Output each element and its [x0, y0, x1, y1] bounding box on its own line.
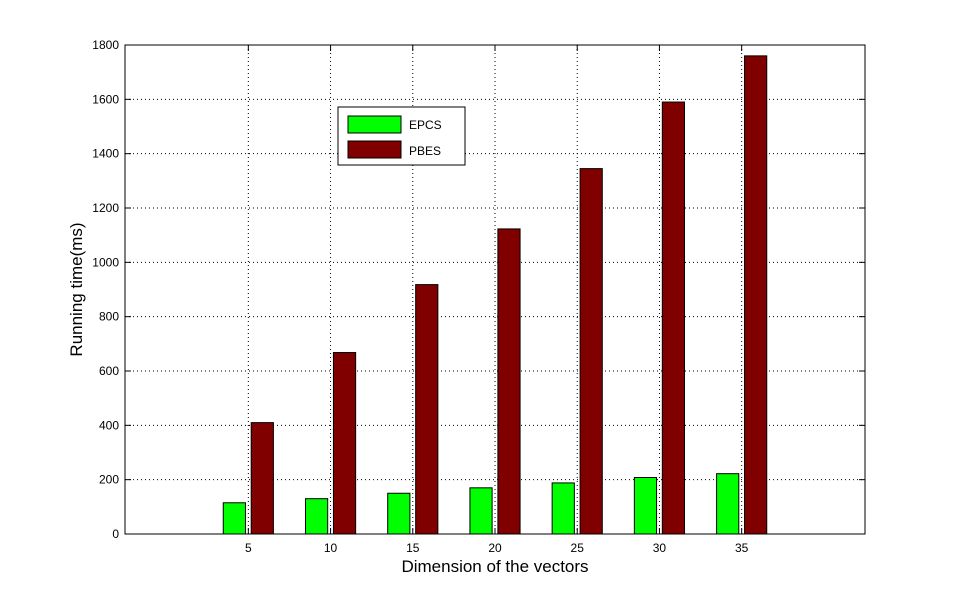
x-tick-label: 30: [653, 541, 667, 555]
y-tick-label: 1800: [92, 38, 119, 52]
legend-swatch-pbes: [347, 140, 402, 159]
bar-pbes: [579, 168, 603, 535]
bar-pbes: [250, 422, 274, 535]
bar-pbes: [415, 284, 439, 535]
legend-swatch-epcs: [347, 115, 402, 134]
y-tick-label: 600: [99, 364, 119, 378]
x-tick-label: 15: [406, 541, 420, 555]
tick-labels: 5 10 15 20 25 30 35 0 200 400 600 800 1000 1200 1400 16…: [92, 38, 748, 555]
x-tick-label: 20: [488, 541, 502, 555]
bar-pbes: [497, 228, 521, 535]
y-tick-label: 400: [99, 418, 119, 432]
bar-pbes: [744, 55, 768, 535]
bar-pbes: [661, 101, 686, 535]
axis-ticks: [125, 44, 865, 535]
bar-epcs: [222, 502, 246, 535]
bar-epcs: [551, 482, 575, 535]
x-tick-label: 10: [324, 541, 338, 555]
x-tick-label: 35: [735, 541, 749, 555]
x-axis-title: Dimension of the vectors: [401, 557, 588, 576]
y-tick-label: 800: [99, 310, 119, 324]
bar-pbes: [332, 352, 357, 535]
bar-epcs: [469, 487, 493, 535]
x-tick-label: 5: [245, 541, 252, 555]
y-tick-label: 200: [99, 473, 119, 487]
bar-epcs: [304, 498, 329, 535]
y-tick-label: 1000: [92, 255, 119, 269]
bar-epcs: [387, 492, 411, 535]
y-tick-label: 1200: [92, 201, 119, 215]
legend-label-pbes: PBES: [409, 144, 441, 158]
legend-label-epcs: EPCS: [409, 118, 442, 132]
bar-epcs: [633, 476, 658, 535]
legend: EPCS PBES: [337, 106, 466, 166]
y-tick-label: 1400: [92, 147, 119, 161]
y-axis-title: Running time(ms): [67, 222, 86, 356]
grid-lines: [125, 45, 865, 534]
bars: [222, 55, 768, 535]
y-tick-label: 1600: [92, 92, 119, 106]
x-tick-label: 25: [571, 541, 585, 555]
y-tick-label: 0: [112, 527, 119, 541]
bar-epcs: [716, 473, 740, 535]
